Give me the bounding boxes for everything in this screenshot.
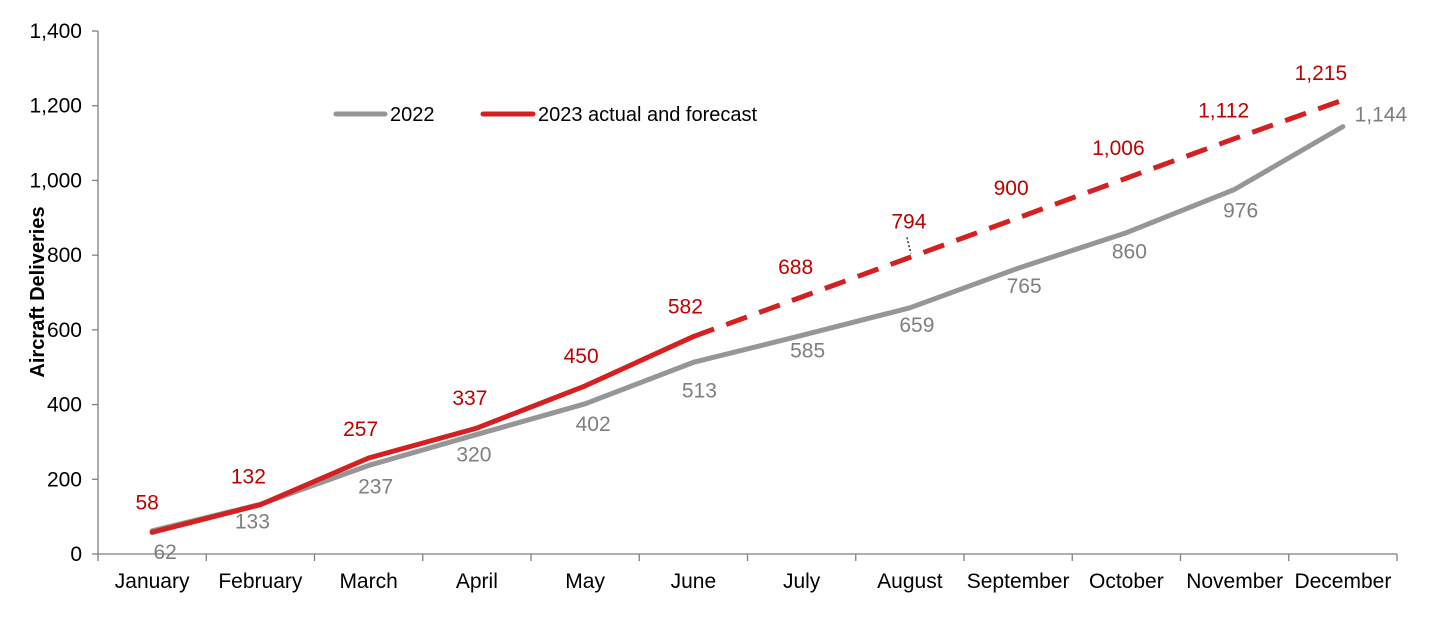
- data-label-2023: 582: [668, 296, 703, 319]
- y-axis-label-group: Aircraft Deliveries: [27, 206, 49, 377]
- data-label-2023: 1,112: [1198, 100, 1249, 123]
- legend: 2022 2023 actual and forecast: [333, 104, 757, 126]
- x-tick-label: May: [565, 570, 605, 593]
- x-tick-label: June: [671, 570, 717, 593]
- x-tick-label: September: [967, 570, 1070, 593]
- data-label-2023: 900: [994, 177, 1029, 200]
- data-label-2022: 976: [1223, 199, 1258, 222]
- data-label-2022: 320: [456, 443, 491, 466]
- data-label-2023: 337: [452, 387, 487, 410]
- data-label-2022: 585: [790, 339, 825, 362]
- y-axis-label: Aircraft Deliveries: [27, 206, 49, 377]
- leader-line: [906, 237, 912, 254]
- data-label-2023: 1,215: [1295, 62, 1348, 85]
- series-2023-actual-line: [149, 334, 696, 535]
- data-label-2022: 1,144: [1355, 104, 1408, 127]
- x-tick-label: July: [783, 570, 821, 593]
- data-label-2023: 58: [135, 491, 158, 514]
- y-tick-label: 0: [70, 543, 82, 566]
- series-lines: [149, 97, 1346, 535]
- data-label-2022: 133: [235, 510, 270, 533]
- x-tick-label: April: [456, 570, 498, 593]
- data-label-2022: 513: [682, 379, 717, 402]
- legend-label-2022: 2022: [390, 104, 435, 126]
- x-tick-label: October: [1089, 570, 1164, 593]
- series-2023-forecast-line: [692, 97, 1344, 339]
- data-label-2023: 688: [778, 256, 813, 279]
- data-label-2022: 659: [899, 314, 934, 337]
- y-tick-label: 1,000: [29, 169, 82, 192]
- data-label-2023: 132: [231, 466, 266, 489]
- legend-label-2023: 2023 actual and forecast: [538, 104, 757, 126]
- x-tick-label: February: [218, 570, 303, 593]
- data-label-2022: 402: [576, 413, 611, 436]
- data-label-2023: 1,006: [1092, 137, 1145, 160]
- series-2022-line: [149, 124, 1346, 534]
- data-label-2023: 257: [343, 418, 378, 441]
- x-tick-label: December: [1294, 570, 1391, 593]
- axes: 0 200 400 600 800 1,000 1,200 1,400 January Febru…: [29, 20, 1398, 593]
- x-tick-label: August: [877, 570, 943, 593]
- data-label-2022: 860: [1112, 241, 1147, 264]
- data-label-2023: 794: [891, 210, 926, 233]
- data-label-2022: 237: [358, 475, 393, 498]
- y-tick-label: 400: [47, 394, 82, 417]
- data-label-2022: 62: [153, 541, 176, 564]
- y-tick-label: 600: [47, 319, 82, 342]
- x-tick-label: March: [339, 570, 397, 593]
- data-label-2022: 765: [1007, 275, 1042, 298]
- data-labels: 62 133 237 320 402 513 585 659 765 860 976 1,144 58 1…: [135, 62, 1407, 564]
- y-tick-label: 800: [47, 244, 82, 267]
- y-tick-label: 1,200: [29, 95, 82, 118]
- data-label-2023: 450: [564, 345, 599, 368]
- y-tick-label: 200: [47, 468, 82, 491]
- y-tick-label: 1,400: [29, 20, 82, 43]
- x-tick-label: January: [115, 570, 190, 593]
- x-tick-label: November: [1186, 570, 1283, 593]
